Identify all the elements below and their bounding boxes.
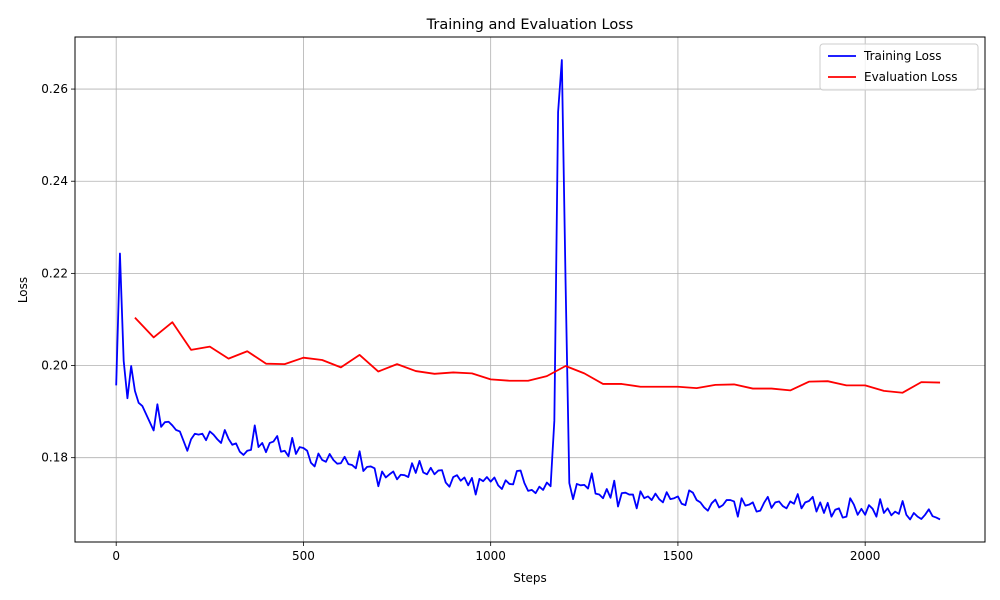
x-tick-label: 500 <box>292 549 315 563</box>
y-tick-label: 0.26 <box>41 82 68 96</box>
y-tick-label: 0.22 <box>41 266 68 280</box>
legend-label-training-loss: Training Loss <box>863 49 941 63</box>
x-tick-label: 1500 <box>663 549 694 563</box>
x-tick-label: 1000 <box>475 549 506 563</box>
plot-area-frame <box>74 36 986 543</box>
series-lines <box>115 59 941 521</box>
axis-ticks: 0 500 1000 1500 2000 0.18 0.20 0.22 0.24 0.26 <box>41 82 880 563</box>
legend-box <box>819 43 979 91</box>
y-tick-label: 0.18 <box>41 451 68 465</box>
x-axis-title: Steps <box>513 571 547 585</box>
y-axis-title: Loss <box>16 277 30 303</box>
y-tick-label: 0.24 <box>41 174 68 188</box>
chart-title: Training and Evaluation Loss <box>426 17 634 33</box>
x-tick-label: 0 <box>112 549 120 563</box>
legend: Training Loss Evaluation Loss <box>819 43 979 91</box>
series-line-evaluation-loss <box>134 316 941 394</box>
y-tick-label: 0.20 <box>41 359 68 373</box>
series-line-training-loss <box>115 59 941 521</box>
x-tick-label: 2000 <box>850 549 881 563</box>
legend-label-evaluation-loss: Evaluation Loss <box>864 70 957 84</box>
